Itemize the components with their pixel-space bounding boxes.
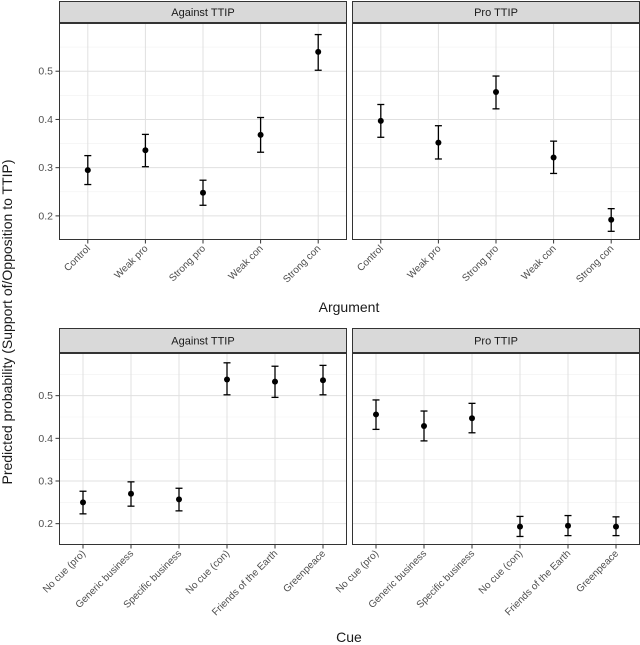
x-tick-label: Weak pro — [406, 243, 444, 281]
panel-strip — [59, 1, 347, 23]
x-tick-label: Weak pro — [113, 243, 151, 281]
x-tick-label: Weak con — [227, 243, 266, 282]
x-tick-label: Strong pro — [167, 243, 208, 284]
x-tick-label: No cue (pro) — [334, 548, 381, 595]
panel-background — [352, 353, 640, 545]
panel-strip — [59, 328, 347, 353]
data-point — [315, 48, 322, 55]
x-tick-label: No cue (pro) — [41, 548, 88, 595]
x-tick-label: Greenpeace — [574, 548, 621, 595]
panel-title: Pro TTIP — [474, 336, 518, 348]
panel-border — [59, 353, 347, 545]
y-tick-label: 0.4 — [38, 433, 53, 445]
panel-strip — [352, 328, 640, 353]
data-point — [550, 154, 557, 161]
data-point — [80, 499, 86, 506]
y-tick-label: 0.5 — [38, 66, 53, 78]
data-point — [517, 523, 523, 530]
data-point — [176, 496, 182, 503]
y-axis-title: Predicted probability (Support of/Opposi… — [0, 159, 15, 484]
panel-background — [59, 353, 347, 545]
x-axis-title: Cue — [336, 629, 362, 645]
data-point — [565, 522, 571, 529]
data-point — [613, 523, 619, 530]
x-axis-title: Argument — [319, 299, 380, 315]
data-point — [84, 167, 91, 174]
panel-title: Against TTIP — [171, 336, 234, 348]
data-point — [493, 88, 499, 95]
plot-root: Against TTIP Control Weak pro Strong pro Wea… — [38, 1, 640, 645]
data-point — [377, 117, 384, 124]
x-tick-label: No cue (con) — [184, 548, 232, 596]
x-tick-label: Weak con — [520, 243, 559, 282]
data-point — [142, 147, 149, 154]
x-tick-label: Greenpeace — [281, 548, 328, 595]
data-point — [272, 378, 278, 385]
x-tick-label: Control — [62, 243, 93, 274]
x-tick-label: Strong con — [281, 243, 323, 285]
panel-border — [59, 23, 347, 240]
data-point — [469, 415, 475, 422]
panel-title: Pro TTIP — [474, 7, 518, 19]
panel-row1-right: Pro TTIP Control Weak pro Strong pro Weak co… — [352, 1, 640, 285]
data-point — [224, 376, 230, 383]
panel-title: Against TTIP — [171, 7, 234, 19]
data-point — [435, 139, 442, 146]
x-tick-label: Strong con — [574, 243, 616, 285]
data-point — [200, 189, 206, 196]
x-tick-label: Strong pro — [460, 243, 501, 284]
panel-row1-left: Against TTIP Control Weak pro Strong pro Wea… — [38, 1, 347, 285]
data-point — [257, 131, 264, 138]
x-tick-label: Control — [355, 243, 386, 274]
y-tick-label: 0.5 — [38, 390, 53, 402]
data-point — [320, 377, 326, 384]
y-tick-label: 0.3 — [38, 476, 53, 488]
y-tick-label: 0.2 — [38, 210, 53, 222]
y-tick-label: 0.2 — [38, 518, 53, 530]
data-point — [421, 422, 427, 429]
data-point — [608, 216, 615, 223]
y-tick-label: 0.4 — [38, 114, 53, 126]
y-tick-label: 0.3 — [38, 162, 53, 174]
data-point — [373, 411, 379, 418]
data-point — [128, 490, 134, 497]
x-tick-label: No cue (con) — [477, 548, 525, 596]
